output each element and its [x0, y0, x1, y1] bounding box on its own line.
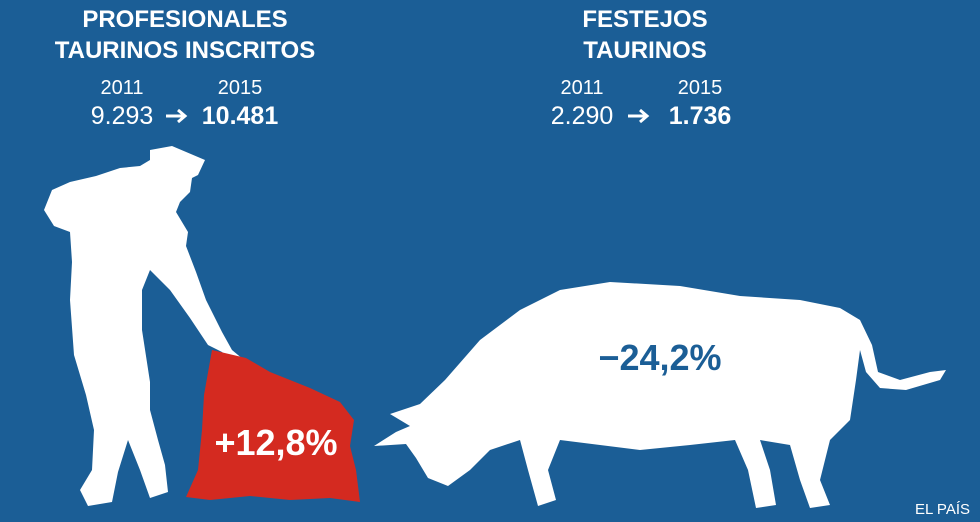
value-from: 2.290 — [551, 102, 614, 130]
title-line: TAURINOS — [583, 37, 707, 64]
value-to: 10.481 — [202, 102, 279, 130]
change: +12,8% — [214, 422, 337, 463]
arrow — [628, 108, 650, 124]
title-line: TAURINOS INSCRITOS — [55, 37, 315, 64]
year-from: 2011 — [100, 77, 143, 99]
title-line: FESTEJOS — [582, 6, 707, 33]
matador-silhouette — [44, 146, 244, 506]
year-to: 2015 — [218, 77, 263, 99]
bull-silhouette — [374, 282, 946, 508]
title-line: PROFESIONALES — [82, 6, 287, 33]
change: −24,2% — [598, 337, 721, 378]
credit: EL PAÍS — [915, 501, 970, 518]
year-to: 2015 — [678, 77, 723, 99]
value-to: 1.736 — [669, 102, 732, 130]
value-from: 9.293 — [91, 102, 154, 130]
cape — [186, 350, 360, 502]
year-from: 2011 — [560, 77, 603, 99]
arrow — [166, 108, 188, 124]
